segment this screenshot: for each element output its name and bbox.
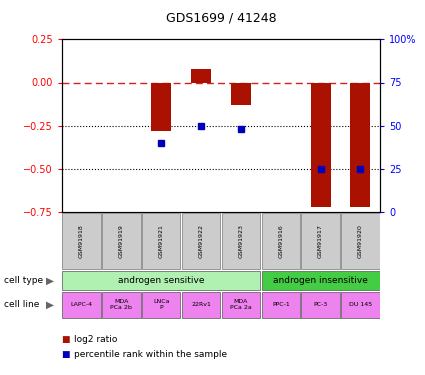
Bar <box>102 213 141 269</box>
Bar <box>62 271 260 290</box>
Text: MDA
PCa 2b: MDA PCa 2b <box>110 299 132 310</box>
Text: GSM91922: GSM91922 <box>198 224 204 258</box>
Text: GSM91918: GSM91918 <box>79 224 84 258</box>
Text: GSM91920: GSM91920 <box>358 224 363 258</box>
Text: cell type: cell type <box>4 276 43 285</box>
Bar <box>222 213 260 269</box>
Bar <box>262 271 380 290</box>
Bar <box>191 69 211 82</box>
Text: DU 145: DU 145 <box>349 302 372 307</box>
Bar <box>142 213 180 269</box>
Text: androgen sensitive: androgen sensitive <box>118 276 204 285</box>
Bar <box>62 292 101 318</box>
Text: GDS1699 / 41248: GDS1699 / 41248 <box>166 11 276 24</box>
Bar <box>301 292 340 318</box>
Bar <box>142 292 180 318</box>
Text: LNCa
P: LNCa P <box>153 299 170 310</box>
Text: log2 ratio: log2 ratio <box>74 335 118 344</box>
Bar <box>341 292 380 318</box>
Bar <box>222 292 260 318</box>
Bar <box>311 82 331 207</box>
Text: cell line: cell line <box>4 300 40 309</box>
Bar <box>301 213 340 269</box>
Text: GSM91916: GSM91916 <box>278 224 283 258</box>
Bar <box>341 213 380 269</box>
Text: GSM91919: GSM91919 <box>119 224 124 258</box>
Bar <box>231 82 251 105</box>
Text: GSM91923: GSM91923 <box>238 224 244 258</box>
Bar <box>62 213 101 269</box>
Bar <box>351 82 371 207</box>
Text: ▶: ▶ <box>46 275 54 285</box>
Bar <box>102 292 141 318</box>
Text: MDA
PCa 2a: MDA PCa 2a <box>230 299 252 310</box>
Bar <box>182 292 220 318</box>
Text: GSM91917: GSM91917 <box>318 224 323 258</box>
Text: LAPC-4: LAPC-4 <box>71 302 93 307</box>
Bar <box>182 213 220 269</box>
Text: GSM91921: GSM91921 <box>159 224 164 258</box>
Text: ■: ■ <box>62 350 70 359</box>
Text: PPC-1: PPC-1 <box>272 302 290 307</box>
Bar <box>262 213 300 269</box>
Text: androgen insensitive: androgen insensitive <box>273 276 368 285</box>
Bar <box>262 292 300 318</box>
Text: PC-3: PC-3 <box>314 302 328 307</box>
Text: ▶: ▶ <box>46 300 54 310</box>
Text: percentile rank within the sample: percentile rank within the sample <box>74 350 227 359</box>
Text: ■: ■ <box>62 335 70 344</box>
Text: 22Rv1: 22Rv1 <box>191 302 211 307</box>
Bar <box>151 82 171 131</box>
